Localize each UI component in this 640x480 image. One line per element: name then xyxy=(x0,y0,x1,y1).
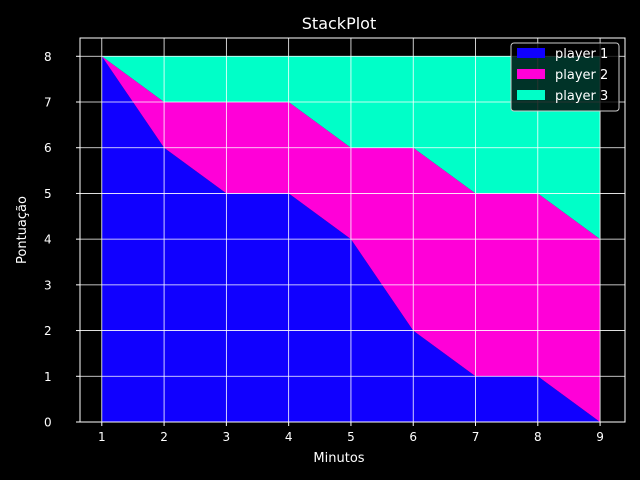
x-axis-ticks: 1 2 3 4 5 6 7 8 9 xyxy=(98,422,604,444)
y-tick-label: 2 xyxy=(44,324,52,338)
y-tick-label: 0 xyxy=(44,416,52,430)
y-tick-label: 3 xyxy=(44,278,52,292)
legend-swatch xyxy=(517,48,545,58)
x-tick-label: 5 xyxy=(347,430,355,444)
y-tick-label: 8 xyxy=(44,50,52,64)
x-tick-label: 6 xyxy=(409,430,417,444)
chart-title: StackPlot xyxy=(302,14,376,33)
y-axis-ticks: 0 1 2 3 4 5 6 7 8 xyxy=(44,50,80,430)
x-tick-label: 1 xyxy=(98,430,106,444)
y-tick-label: 4 xyxy=(44,233,52,247)
legend: player 1 player 2 player 3 xyxy=(510,42,620,112)
legend-label: player 1 xyxy=(555,47,608,62)
x-tick-label: 2 xyxy=(160,430,168,444)
x-tick-label: 4 xyxy=(285,430,293,444)
plot-frame xyxy=(79,37,626,423)
legend-swatch xyxy=(517,69,545,79)
legend-label: player 2 xyxy=(555,68,608,83)
y-tick-label: 5 xyxy=(44,187,52,201)
x-axis-label: Minutos xyxy=(313,451,364,466)
x-tick-label: 9 xyxy=(596,430,604,444)
y-axis-label: Pontuação xyxy=(15,196,30,264)
y-tick-label: 7 xyxy=(44,96,52,110)
legend-label: player 3 xyxy=(555,89,608,104)
y-tick-label: 1 xyxy=(44,370,52,384)
x-tick-label: 7 xyxy=(472,430,480,444)
y-tick-label: 6 xyxy=(44,141,52,155)
legend-swatch xyxy=(517,90,545,100)
x-tick-label: 3 xyxy=(223,430,231,444)
x-tick-label: 8 xyxy=(534,430,542,444)
